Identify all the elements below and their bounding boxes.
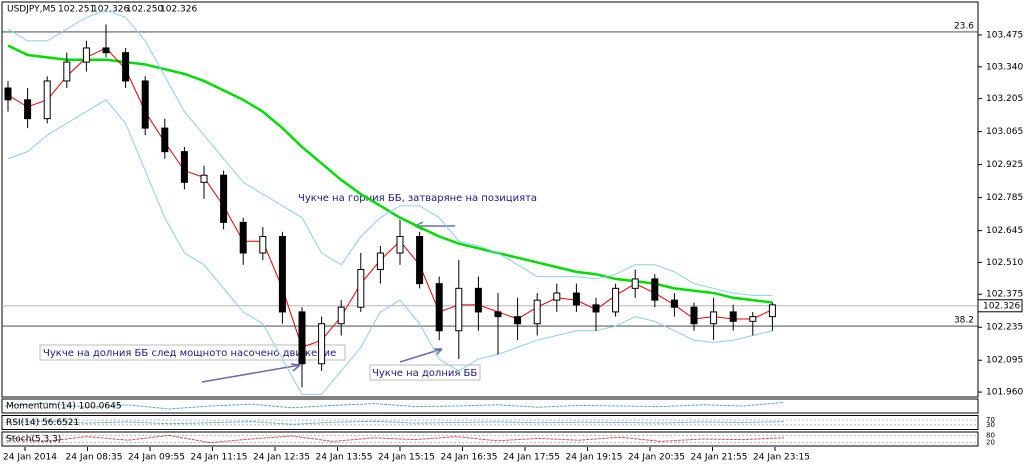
x-tick-label: 24 Jan 08:35: [66, 453, 123, 463]
annotation-box: [39, 344, 346, 361]
ohlc-high: 102.326: [92, 5, 129, 15]
candle-body: [43, 80, 51, 120]
x-tick-label: 24 Jan 17:55: [503, 453, 560, 463]
candle-body: [180, 151, 188, 183]
annotation: Чукче на долния ББ след мощното насочено…: [43, 348, 336, 359]
y-tick-label: 103.065: [986, 127, 1023, 137]
x-tick-label: 24 Jan 11:15: [191, 453, 248, 463]
indicator-label: RSI(14) 56.6521: [6, 418, 79, 428]
y-tick-label: 103.475: [986, 30, 1023, 40]
x-tick-label: 24 Jan 12:35: [253, 453, 310, 463]
indicator-panel: [1, 415, 979, 430]
y-tick-label: 103.205: [986, 94, 1023, 104]
y-tick-label: 102.645: [986, 226, 1023, 236]
candle-body: [278, 236, 286, 313]
candle-body: [768, 304, 776, 318]
candle-body: [572, 292, 580, 306]
y-tick-label: 102.785: [986, 193, 1023, 203]
candle-body: [239, 221, 247, 254]
y-tick-label: 102.095: [986, 356, 1023, 366]
candle-body: [749, 316, 757, 322]
series-line: [4, 401, 785, 410]
candle-body: [514, 316, 522, 325]
x-tick-label: 24 Jan 19:15: [566, 453, 623, 463]
x-tick-label: 24 Jan 09:55: [128, 453, 185, 463]
indicator-label: Stoch(5,3,3): [6, 435, 61, 445]
x-tick-label: 24 Jan 13:55: [316, 453, 373, 463]
candle-body: [376, 252, 384, 270]
candle-body: [651, 278, 659, 301]
candle-body: [337, 306, 345, 325]
x-tick-label: 24 Jan 23:15: [753, 453, 810, 463]
candle-body: [553, 292, 561, 301]
candle-body: [298, 311, 306, 365]
y-tick-label: 20: [986, 439, 995, 447]
price-box: [977, 299, 1023, 313]
candle-body: [357, 268, 365, 308]
y-tick-label: 80: [986, 431, 995, 439]
candle-body: [161, 127, 169, 153]
candle-body: [82, 47, 90, 63]
candle-body: [396, 236, 404, 254]
indicator-panel: [1, 398, 979, 414]
indicator-panel: [1, 431, 979, 447]
y-tick-label: 102.925: [986, 160, 1023, 170]
candle-body: [474, 287, 482, 313]
candle-body: [631, 278, 639, 289]
candle-body: [690, 306, 698, 325]
annotation-box: [369, 364, 481, 381]
y-tick-label: 102.510: [986, 258, 1023, 268]
candle-body: [220, 174, 228, 223]
candle-body: [455, 287, 463, 332]
level-label: 23.6: [954, 21, 974, 31]
x-tick-label: 24 Jan 21:55: [691, 453, 748, 463]
series-line: [7, 9, 773, 296]
candle-body: [533, 299, 541, 325]
candle-body: [592, 304, 600, 313]
y-tick-label: 101.960: [986, 388, 1023, 398]
candle-body: [416, 236, 424, 285]
ohlc-open: 102.251: [58, 5, 95, 15]
y-tick-label: 102.375: [986, 290, 1023, 300]
annotation: Чукче на горния ББ, затваряне на позиция…: [298, 193, 537, 204]
main-panel: [1, 1, 979, 398]
candle-body: [200, 174, 208, 183]
x-tick-label: 24 Jan 20:35: [628, 453, 685, 463]
candle-body: [612, 287, 620, 313]
candle-body: [259, 236, 267, 254]
candle-body: [710, 311, 718, 325]
candle-body: [494, 311, 502, 318]
level-label: 38.2: [954, 316, 974, 326]
y-tick-label: 103.340: [986, 62, 1023, 72]
x-tick-label: 24 Jan 2014: [3, 453, 57, 463]
indicator-label: Momentum(14) 100.0645: [6, 402, 122, 412]
candle-body: [670, 299, 678, 308]
candle-body: [122, 52, 130, 82]
series-line: [7, 99, 773, 395]
price-label: 102.326: [983, 301, 1020, 311]
symbol: USDJPY,M5: [7, 5, 56, 15]
candle-body: [102, 47, 110, 54]
x-tick-label: 24 Jan 15:15: [378, 453, 435, 463]
arrow: [201, 363, 301, 383]
candle-body: [141, 80, 149, 129]
candle-body: [4, 87, 12, 101]
ohlc-low: 102.250: [126, 5, 163, 15]
series-line: [4, 420, 785, 425]
candle-body: [729, 311, 737, 322]
ohlc-close: 102.326: [160, 5, 197, 15]
candle-body: [435, 283, 443, 332]
candle-body: [318, 323, 326, 365]
candle-body: [63, 61, 71, 82]
series-line: [4, 434, 785, 444]
y-tick-label: 102.235: [986, 323, 1023, 333]
x-tick-label: 24 Jan 16:35: [441, 453, 498, 463]
series-line: [7, 47, 773, 348]
candle-body: [24, 99, 32, 120]
y-tick-label: 70: [986, 416, 995, 424]
annotation: Чукче на долния ББ: [372, 368, 477, 379]
y-tick-label: 30: [986, 421, 995, 429]
